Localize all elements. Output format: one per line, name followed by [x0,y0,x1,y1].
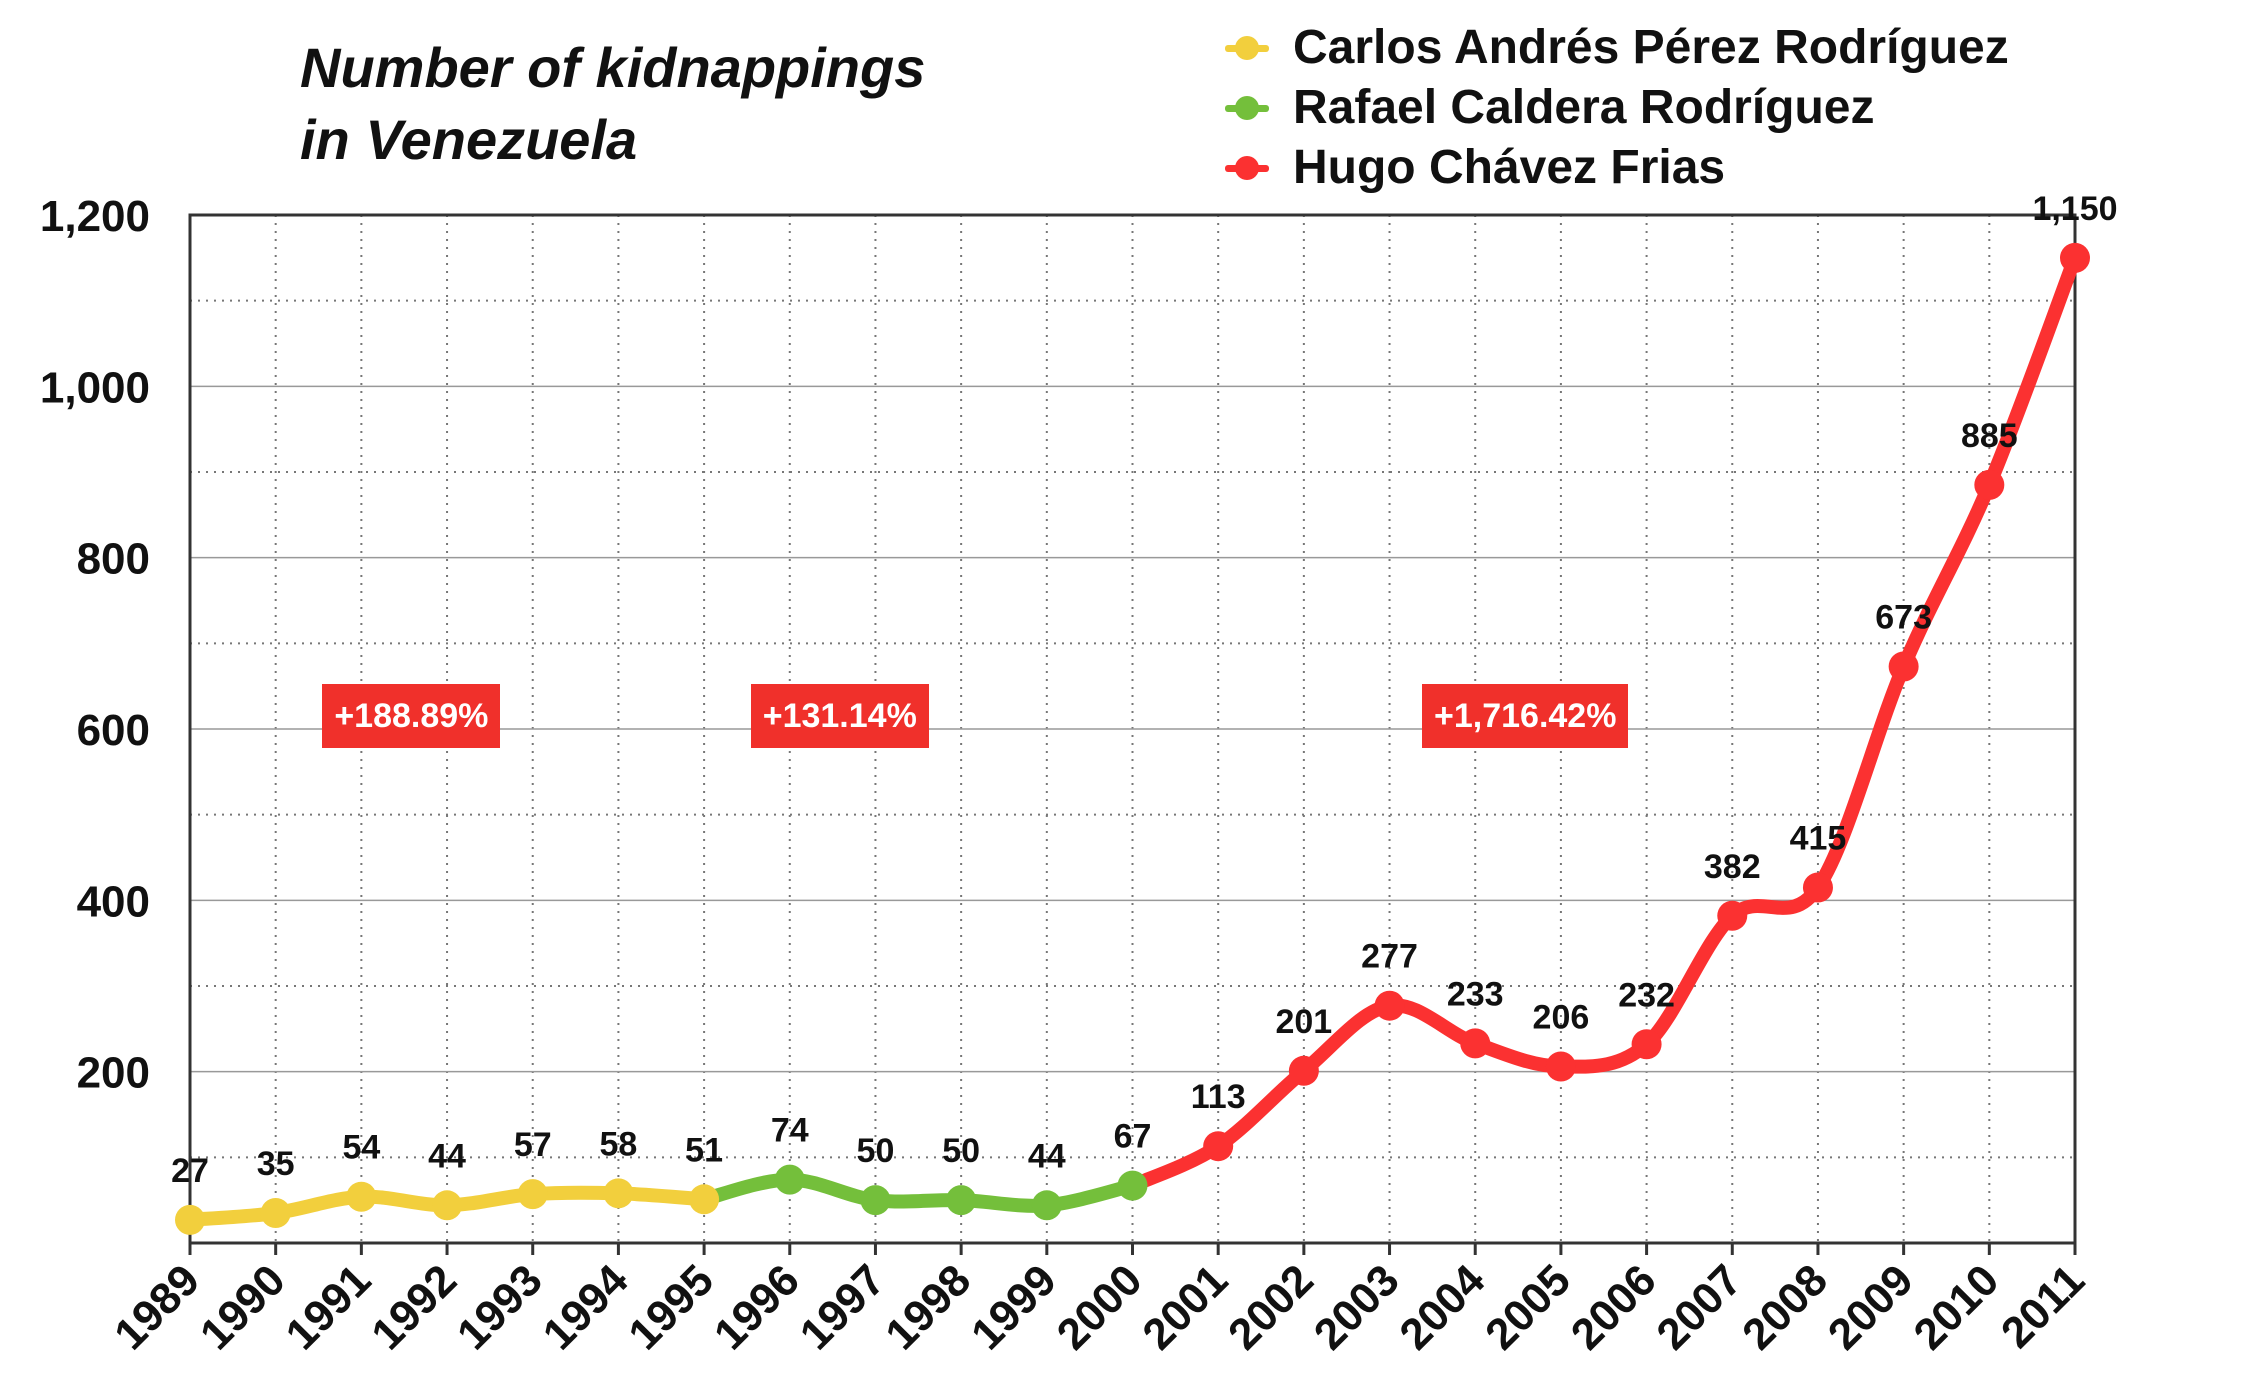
y-tick-label: 800 [77,535,150,584]
data-point [2060,242,2090,273]
axes [188,213,2077,1255]
data-label: 57 [514,1126,552,1164]
data-label: 67 [1114,1118,1152,1156]
x-tick-label: 1994 [534,1255,638,1359]
data-label: 74 [771,1112,809,1150]
data-point [1031,1190,1062,1221]
x-tick-label: 1989 [105,1255,209,1359]
data-points [175,242,2090,1235]
data-point [175,1204,205,1235]
data-labels: 27 35 54 44 57 58 51 74 50 50 44 67 113 201 277 233 206 2… [171,190,2117,1190]
y-tick-label: 600 [77,706,150,755]
x-tick-label: 1999 [962,1255,1066,1359]
legend-label: Carlos Andrés Pérez Rodríguez [1293,21,2009,74]
data-point [1288,1055,1319,1086]
data-point [1974,469,2005,500]
chart-title-line-2: in Venezuela [300,108,638,171]
change-badge-chavez: +1,716.42% [1422,684,1629,749]
x-tick-label: 1993 [448,1255,552,1359]
chart-title: Number of kidnappings in Venezuela [300,32,925,176]
data-label: 50 [942,1132,980,1170]
data-point [1545,1051,1576,1082]
tick-labels: 2004006008001,0001,200198919901991199219… [40,192,2094,1359]
data-label: 54 [342,1129,380,1167]
x-tick-label: 2008 [1733,1255,1837,1359]
x-tick-label: 1991 [277,1255,381,1359]
x-tick-label: 2000 [1048,1255,1152,1359]
data-point [1802,872,1833,903]
data-label: 415 [1790,819,1847,857]
data-label: 206 [1533,999,1590,1037]
x-tick-label: 2011 [1992,1255,2094,1357]
data-point [603,1178,634,1209]
data-point [432,1190,463,1221]
x-tick-label: 2007 [1647,1255,1751,1359]
legend-swatch-dot [1235,36,1259,60]
x-tick-label: 2002 [1219,1255,1323,1359]
data-point [1117,1170,1148,1201]
x-tick-label: 1997 [791,1255,895,1359]
data-point [1717,900,1748,931]
x-tick-label: 2001 [1133,1255,1237,1359]
data-label: 201 [1275,1003,1332,1041]
y-tick-label: 1,200 [40,192,150,241]
y-tick-label: 1,000 [40,363,150,412]
x-tick-label: 1998 [876,1255,980,1359]
x-tick-label: 1996 [705,1255,809,1359]
data-label: 232 [1618,976,1675,1014]
x-tick-label: 1990 [191,1255,295,1359]
data-label: 1,150 [2032,190,2117,228]
x-tick-label: 2009 [1819,1255,1923,1359]
data-point [774,1164,805,1195]
data-label: 113 [1191,1078,1246,1116]
data-label: 233 [1447,975,1504,1013]
data-point [1460,1028,1491,1059]
x-tick-label: 2005 [1476,1255,1580,1359]
data-point [946,1185,977,1216]
change-badge-caldera: +131.14% [750,684,929,749]
chart-title-line-1: Number of kidnappings [300,36,926,99]
data-point [1374,990,1405,1021]
legend-label: Rafael Caldera Rodríguez [1293,81,1875,134]
data-label: 51 [685,1131,723,1169]
legend-item-chavez: Hugo Chávez Frias [1225,138,2009,198]
legend-item-caldera: Rafael Caldera Rodríguez [1225,78,2009,138]
x-tick-label: 1995 [619,1255,723,1359]
change-badge-perez: +188.89% [322,684,501,749]
data-label: 44 [1028,1137,1066,1175]
legend-swatch-dot [1235,96,1259,120]
legend-swatch-dot [1235,156,1259,180]
x-tick-label: 1992 [362,1255,466,1359]
x-tick-label: 2003 [1305,1255,1409,1359]
legend-label: Hugo Chávez Frias [1293,141,1726,194]
x-tick-label: 2006 [1562,1255,1666,1359]
data-point [689,1184,720,1215]
data-label: 27 [171,1152,209,1190]
data-point [346,1181,377,1212]
data-point [1631,1029,1662,1060]
data-point [1203,1131,1234,1162]
legend: Carlos Andrés Pérez Rodríguez Rafael Cal… [1225,18,2009,198]
legend-item-perez: Carlos Andrés Pérez Rodríguez [1225,18,2009,78]
data-label: 382 [1704,848,1761,886]
data-label: 35 [257,1145,295,1183]
series-line-1 [697,1172,1140,1213]
data-label: 277 [1361,938,1418,976]
data-label: 885 [1961,417,2018,455]
x-tick-label: 2010 [1905,1255,2009,1359]
x-tick-label: 2004 [1390,1255,1494,1359]
data-point [517,1179,548,1210]
data-label: 673 [1875,598,1932,636]
y-tick-label: 400 [77,877,150,926]
data-label: 58 [599,1125,637,1163]
data-point [1888,651,1919,682]
data-label: 50 [857,1132,895,1170]
y-tick-label: 200 [77,1049,150,1098]
data-point [260,1198,291,1229]
data-point [860,1185,891,1216]
data-label: 44 [428,1137,466,1175]
